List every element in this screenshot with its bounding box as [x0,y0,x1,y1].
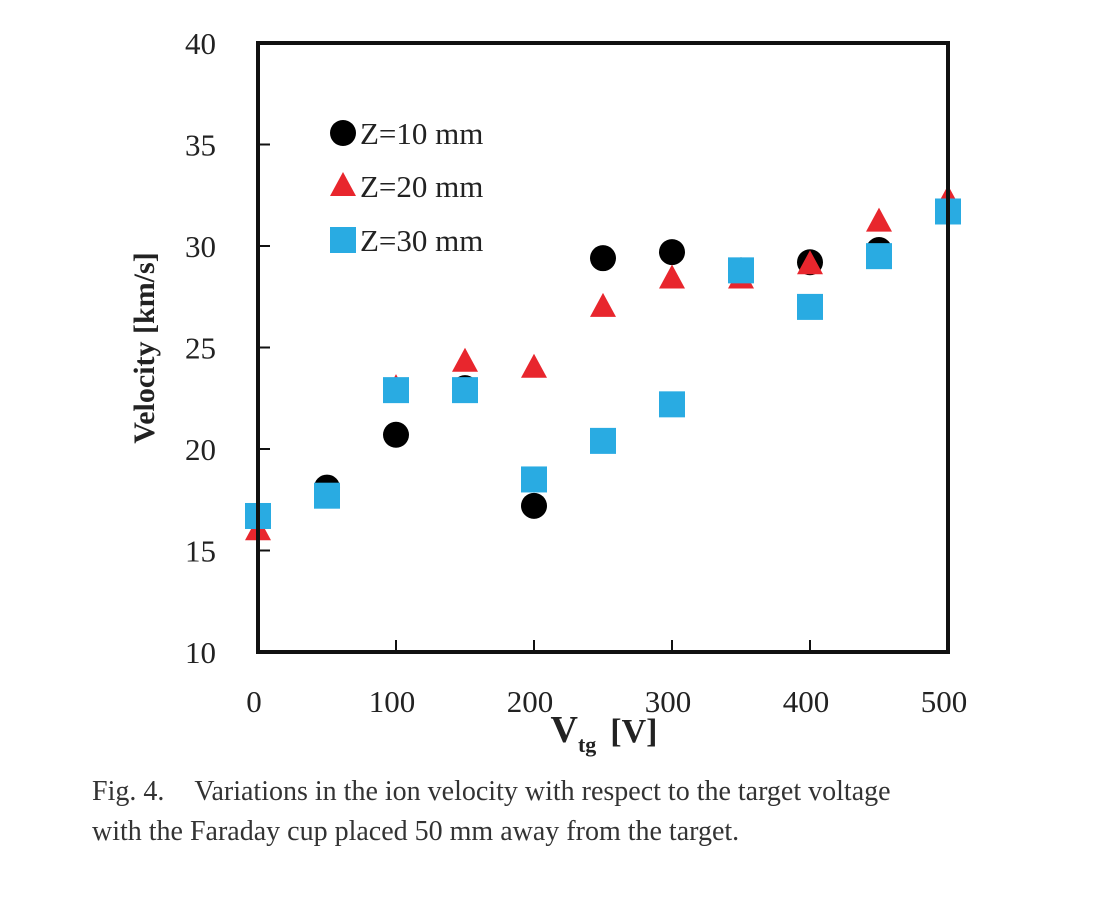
triangle-data-point [590,292,616,317]
x-tick-label: 200 [507,684,554,719]
square-data-point [383,377,409,404]
square-data-point [314,482,340,509]
triangle-data-point [797,250,823,275]
caption-fig-number: Fig. 4. [92,776,165,807]
square-data-point [728,257,754,284]
x-axis-label-main: V [551,709,579,751]
square-data-point [521,466,547,493]
x-axis-label: Vtg [V] [551,709,658,757]
figure-caption: Fig. 4. Variations in the ion velocity wi… [92,772,1052,852]
square-data-point [797,293,823,320]
circle-data-point [521,492,547,519]
circle-data-point [590,245,616,272]
y-tick-label: 35 [185,128,216,163]
y-axis-label: Velocity [km/s] [128,252,161,443]
triangle-data-point [521,353,547,378]
x-axis-ticks: 0 100 200 300 400 500 [246,640,967,719]
square-data-point [866,243,892,270]
legend-square-marker [330,227,356,253]
square-data-point [659,391,685,418]
legend-circle-marker [330,120,356,146]
x-tick-label: 300 [645,684,692,719]
y-tick-label: 15 [185,534,216,569]
caption-text-1: Variations in the ion velocity with resp… [194,776,891,807]
y-tick-label: 30 [185,229,216,264]
x-tick-label: 400 [783,684,830,719]
triangle-data-point [452,347,478,372]
legend-label: Z=10 mm [360,116,483,151]
y-tick-label: 20 [185,432,216,467]
data-series [245,185,961,541]
caption-line-2: with the Faraday cup placed 50 mm away f… [92,816,740,847]
y-tick-label: 40 [185,26,216,61]
y-tick-label: 25 [185,331,216,366]
x-axis-label-sub: tg [578,732,596,757]
caption-line-1: Fig. 4. Variations in the ion velocity wi… [92,772,1052,812]
x-axis-label-unit: [V] [610,713,657,750]
x-tick-label: 100 [369,684,416,719]
legend-triangle-marker [330,172,356,196]
y-axis-ticks: 10 15 20 25 30 35 40 [185,26,270,670]
series-square [245,198,961,529]
circle-data-point [383,421,409,448]
plot-frame [256,41,950,654]
triangle-data-point [866,207,892,232]
x-tick-label: 0 [246,684,262,719]
legend-label: Z=20 mm [360,169,483,204]
square-data-point [452,377,478,404]
square-data-point [590,427,616,454]
circle-data-point [659,239,685,266]
legend: Z=10 mm Z=20 mm Z=30 mm [330,116,483,258]
triangle-data-point [659,264,685,289]
y-tick-label: 10 [185,635,216,670]
legend-label: Z=30 mm [360,223,483,258]
x-tick-label: 500 [921,684,968,719]
